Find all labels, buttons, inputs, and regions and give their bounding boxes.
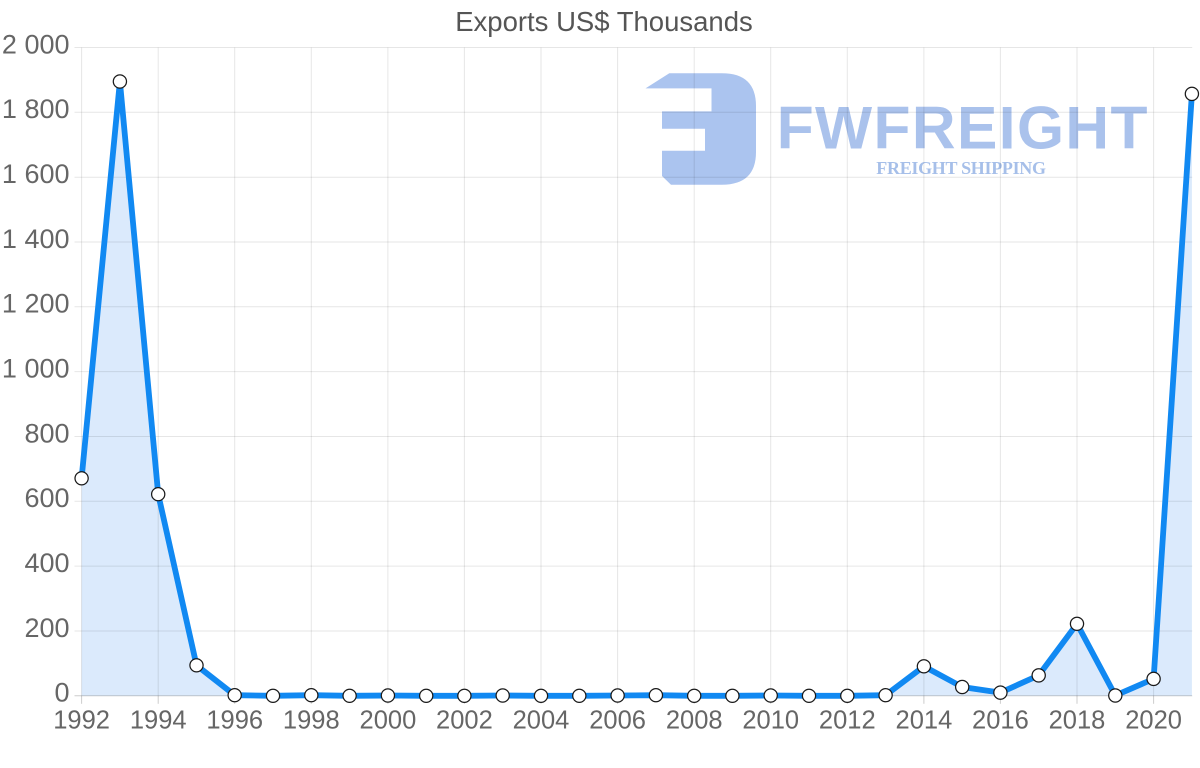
svg-text:1998: 1998 (283, 707, 340, 735)
svg-text:1994: 1994 (130, 707, 187, 735)
svg-text:FWFREIGHT: FWFREIGHT (777, 94, 1149, 162)
svg-text:2010: 2010 (742, 707, 799, 735)
svg-text:2 000: 2 000 (2, 29, 70, 59)
svg-text:2014: 2014 (896, 707, 953, 735)
svg-text:2000: 2000 (360, 707, 417, 735)
svg-text:Exports US$ Thousands: Exports US$ Thousands (455, 6, 753, 37)
svg-text:200: 200 (24, 613, 69, 643)
svg-text:1996: 1996 (206, 707, 263, 735)
svg-text:1 000: 1 000 (2, 354, 70, 384)
svg-text:2004: 2004 (513, 707, 570, 735)
svg-text:0: 0 (54, 678, 69, 708)
svg-text:2020: 2020 (1125, 707, 1182, 735)
svg-text:2008: 2008 (666, 707, 723, 735)
svg-text:1 600: 1 600 (2, 159, 70, 189)
svg-text:2006: 2006 (589, 707, 646, 735)
svg-text:1992: 1992 (53, 707, 110, 735)
svg-text:1 400: 1 400 (2, 224, 70, 254)
svg-text:400: 400 (24, 548, 69, 578)
svg-text:FREIGHT SHIPPING: FREIGHT SHIPPING (876, 158, 1046, 178)
svg-text:1 800: 1 800 (2, 94, 70, 124)
svg-text:2016: 2016 (972, 707, 1029, 735)
svg-text:600: 600 (24, 483, 69, 513)
svg-text:2002: 2002 (436, 707, 493, 735)
svg-text:2018: 2018 (1049, 707, 1106, 735)
svg-text:2012: 2012 (819, 707, 876, 735)
svg-text:800: 800 (24, 418, 69, 448)
svg-text:1 200: 1 200 (2, 289, 70, 319)
